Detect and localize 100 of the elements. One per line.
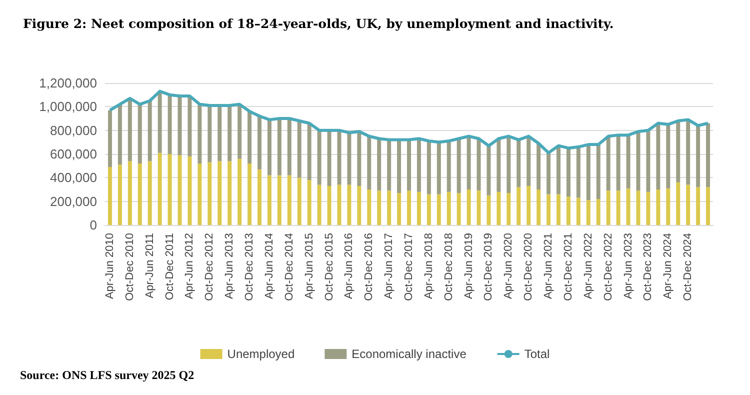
- x-tick-label: Oct-Dec 2013: [244, 233, 256, 301]
- bar: [626, 188, 630, 225]
- bar: [277, 175, 282, 225]
- bar: [397, 140, 402, 194]
- bar: [367, 190, 372, 225]
- bar: [248, 111, 252, 164]
- x-tick-label: Oct-Dec 2024: [682, 233, 694, 301]
- bar: [407, 140, 411, 191]
- bar: [118, 104, 122, 165]
- bar: [287, 118, 292, 176]
- bar: [108, 167, 112, 225]
- bar: [486, 146, 491, 196]
- bar: [706, 187, 710, 225]
- bar: [556, 146, 560, 194]
- bar: [168, 94, 172, 154]
- bar: [486, 195, 491, 225]
- x-tick-label: Oct-Dec 2015: [323, 233, 336, 301]
- bar: [666, 188, 670, 225]
- bar: [297, 120, 302, 178]
- bar: [516, 140, 521, 188]
- x-tick-label: Apr-Jun 2024: [662, 233, 674, 300]
- bar: [238, 104, 242, 159]
- bar: [416, 138, 421, 192]
- y-tick-label: 400,000: [50, 170, 97, 186]
- bar: [108, 110, 112, 168]
- bar: [626, 135, 630, 188]
- bar: [148, 100, 152, 162]
- legend-label: Total: [524, 347, 550, 361]
- bar: [307, 123, 312, 180]
- bar: [327, 130, 332, 186]
- source-note: Source: ONS LFS survey 2025 Q2: [20, 368, 194, 382]
- bar: [337, 130, 342, 185]
- bar: [337, 184, 342, 225]
- bar: [616, 190, 620, 225]
- bar: [307, 180, 312, 225]
- bar: [676, 182, 680, 225]
- bar: [407, 190, 411, 225]
- x-tick-label: Apr-Jun 2020: [502, 233, 515, 300]
- y-tick-label: 600,000: [50, 146, 97, 162]
- bar: [556, 194, 560, 225]
- bar: [546, 152, 551, 194]
- bar: [258, 116, 262, 170]
- bar: [118, 164, 122, 225]
- bar: [476, 190, 481, 225]
- bar: [496, 138, 501, 192]
- bar: [128, 161, 132, 225]
- bar: [436, 142, 441, 194]
- bar: [158, 91, 162, 153]
- bar: [387, 140, 392, 191]
- bar: [656, 123, 660, 190]
- bar: [646, 130, 650, 192]
- y-tick-label: 1,200,000: [39, 76, 97, 90]
- bar: [377, 190, 382, 225]
- bar: [706, 123, 710, 188]
- bar: [676, 120, 680, 182]
- bar: [686, 120, 690, 185]
- bar: [446, 192, 451, 225]
- x-tick-label: Apr-Jun 2011: [144, 233, 156, 298]
- bar: [198, 104, 202, 164]
- bar: [317, 130, 322, 185]
- y-tick-label: 800,000: [50, 122, 97, 138]
- bar: [506, 136, 511, 194]
- bar: [496, 192, 501, 225]
- bar: [596, 198, 600, 225]
- bar: [576, 146, 580, 198]
- x-tick-label: Apr-Jun 2016: [343, 233, 356, 300]
- bar: [526, 136, 531, 186]
- chart-title: Figure 2: Neet composition of 18–24-year-olds, UK, by unemployment and inactivity.: [23, 16, 614, 31]
- bar: [596, 144, 600, 199]
- bar: [536, 190, 541, 225]
- bar: [476, 138, 481, 191]
- bar: [287, 175, 292, 225]
- x-tick-label: Oct-Dec 2022: [602, 233, 614, 301]
- x-tick-label: Oct-Dec 2020: [522, 233, 535, 301]
- bar: [436, 194, 441, 225]
- bar: [138, 104, 142, 164]
- bar: [566, 148, 570, 197]
- bar: [446, 140, 451, 192]
- bar: [377, 138, 382, 191]
- bar: [566, 196, 570, 225]
- bar: [536, 143, 541, 190]
- bar: [347, 184, 352, 225]
- bar: [586, 200, 590, 225]
- bar: [327, 186, 332, 225]
- bar: [148, 161, 152, 225]
- x-tick-label: Apr-Jun 2019: [462, 233, 475, 300]
- bar: [228, 161, 232, 225]
- bar: [248, 163, 252, 225]
- bar: [656, 190, 660, 225]
- bar: [208, 162, 212, 225]
- x-tick-label: Oct-Dec 2019: [482, 233, 495, 301]
- bar: [416, 192, 421, 225]
- x-tick-label: Oct-Dec 2014: [283, 233, 296, 301]
- x-tick-label: Oct-Dec 2011: [164, 233, 176, 300]
- bar: [606, 190, 610, 225]
- bar: [198, 163, 202, 225]
- bar: [686, 184, 690, 225]
- x-tick-label: Apr-Jun 2017: [383, 233, 396, 300]
- bar: [267, 175, 272, 225]
- bar: [357, 132, 362, 186]
